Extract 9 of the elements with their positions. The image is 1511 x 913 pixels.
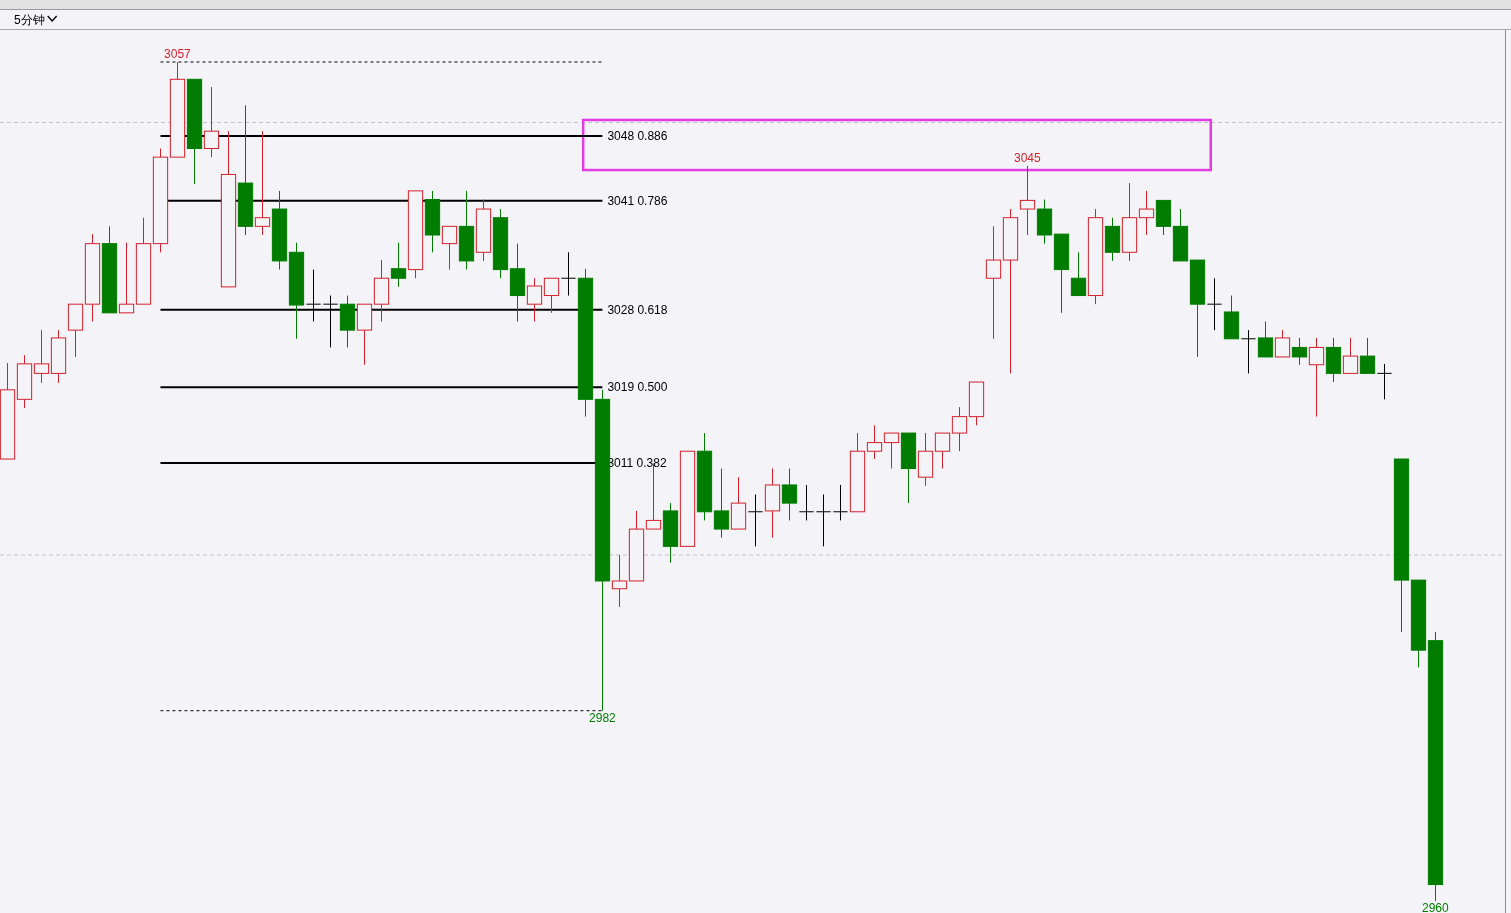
annotation: 3045 xyxy=(1014,150,1042,165)
ref-line-label: 3048 0.886 xyxy=(607,128,668,143)
annotation: 2982 xyxy=(589,710,617,725)
ref-line-label: 3019 0.500 xyxy=(607,380,668,395)
annotation: 3057 xyxy=(164,47,192,61)
chart-title: 5分钟 xyxy=(14,13,45,27)
annotation: 2960 xyxy=(1421,901,1449,913)
ref-line-label: 3041 0.786 xyxy=(607,193,668,208)
ref-line-label: 3028 0.618 xyxy=(607,302,668,317)
